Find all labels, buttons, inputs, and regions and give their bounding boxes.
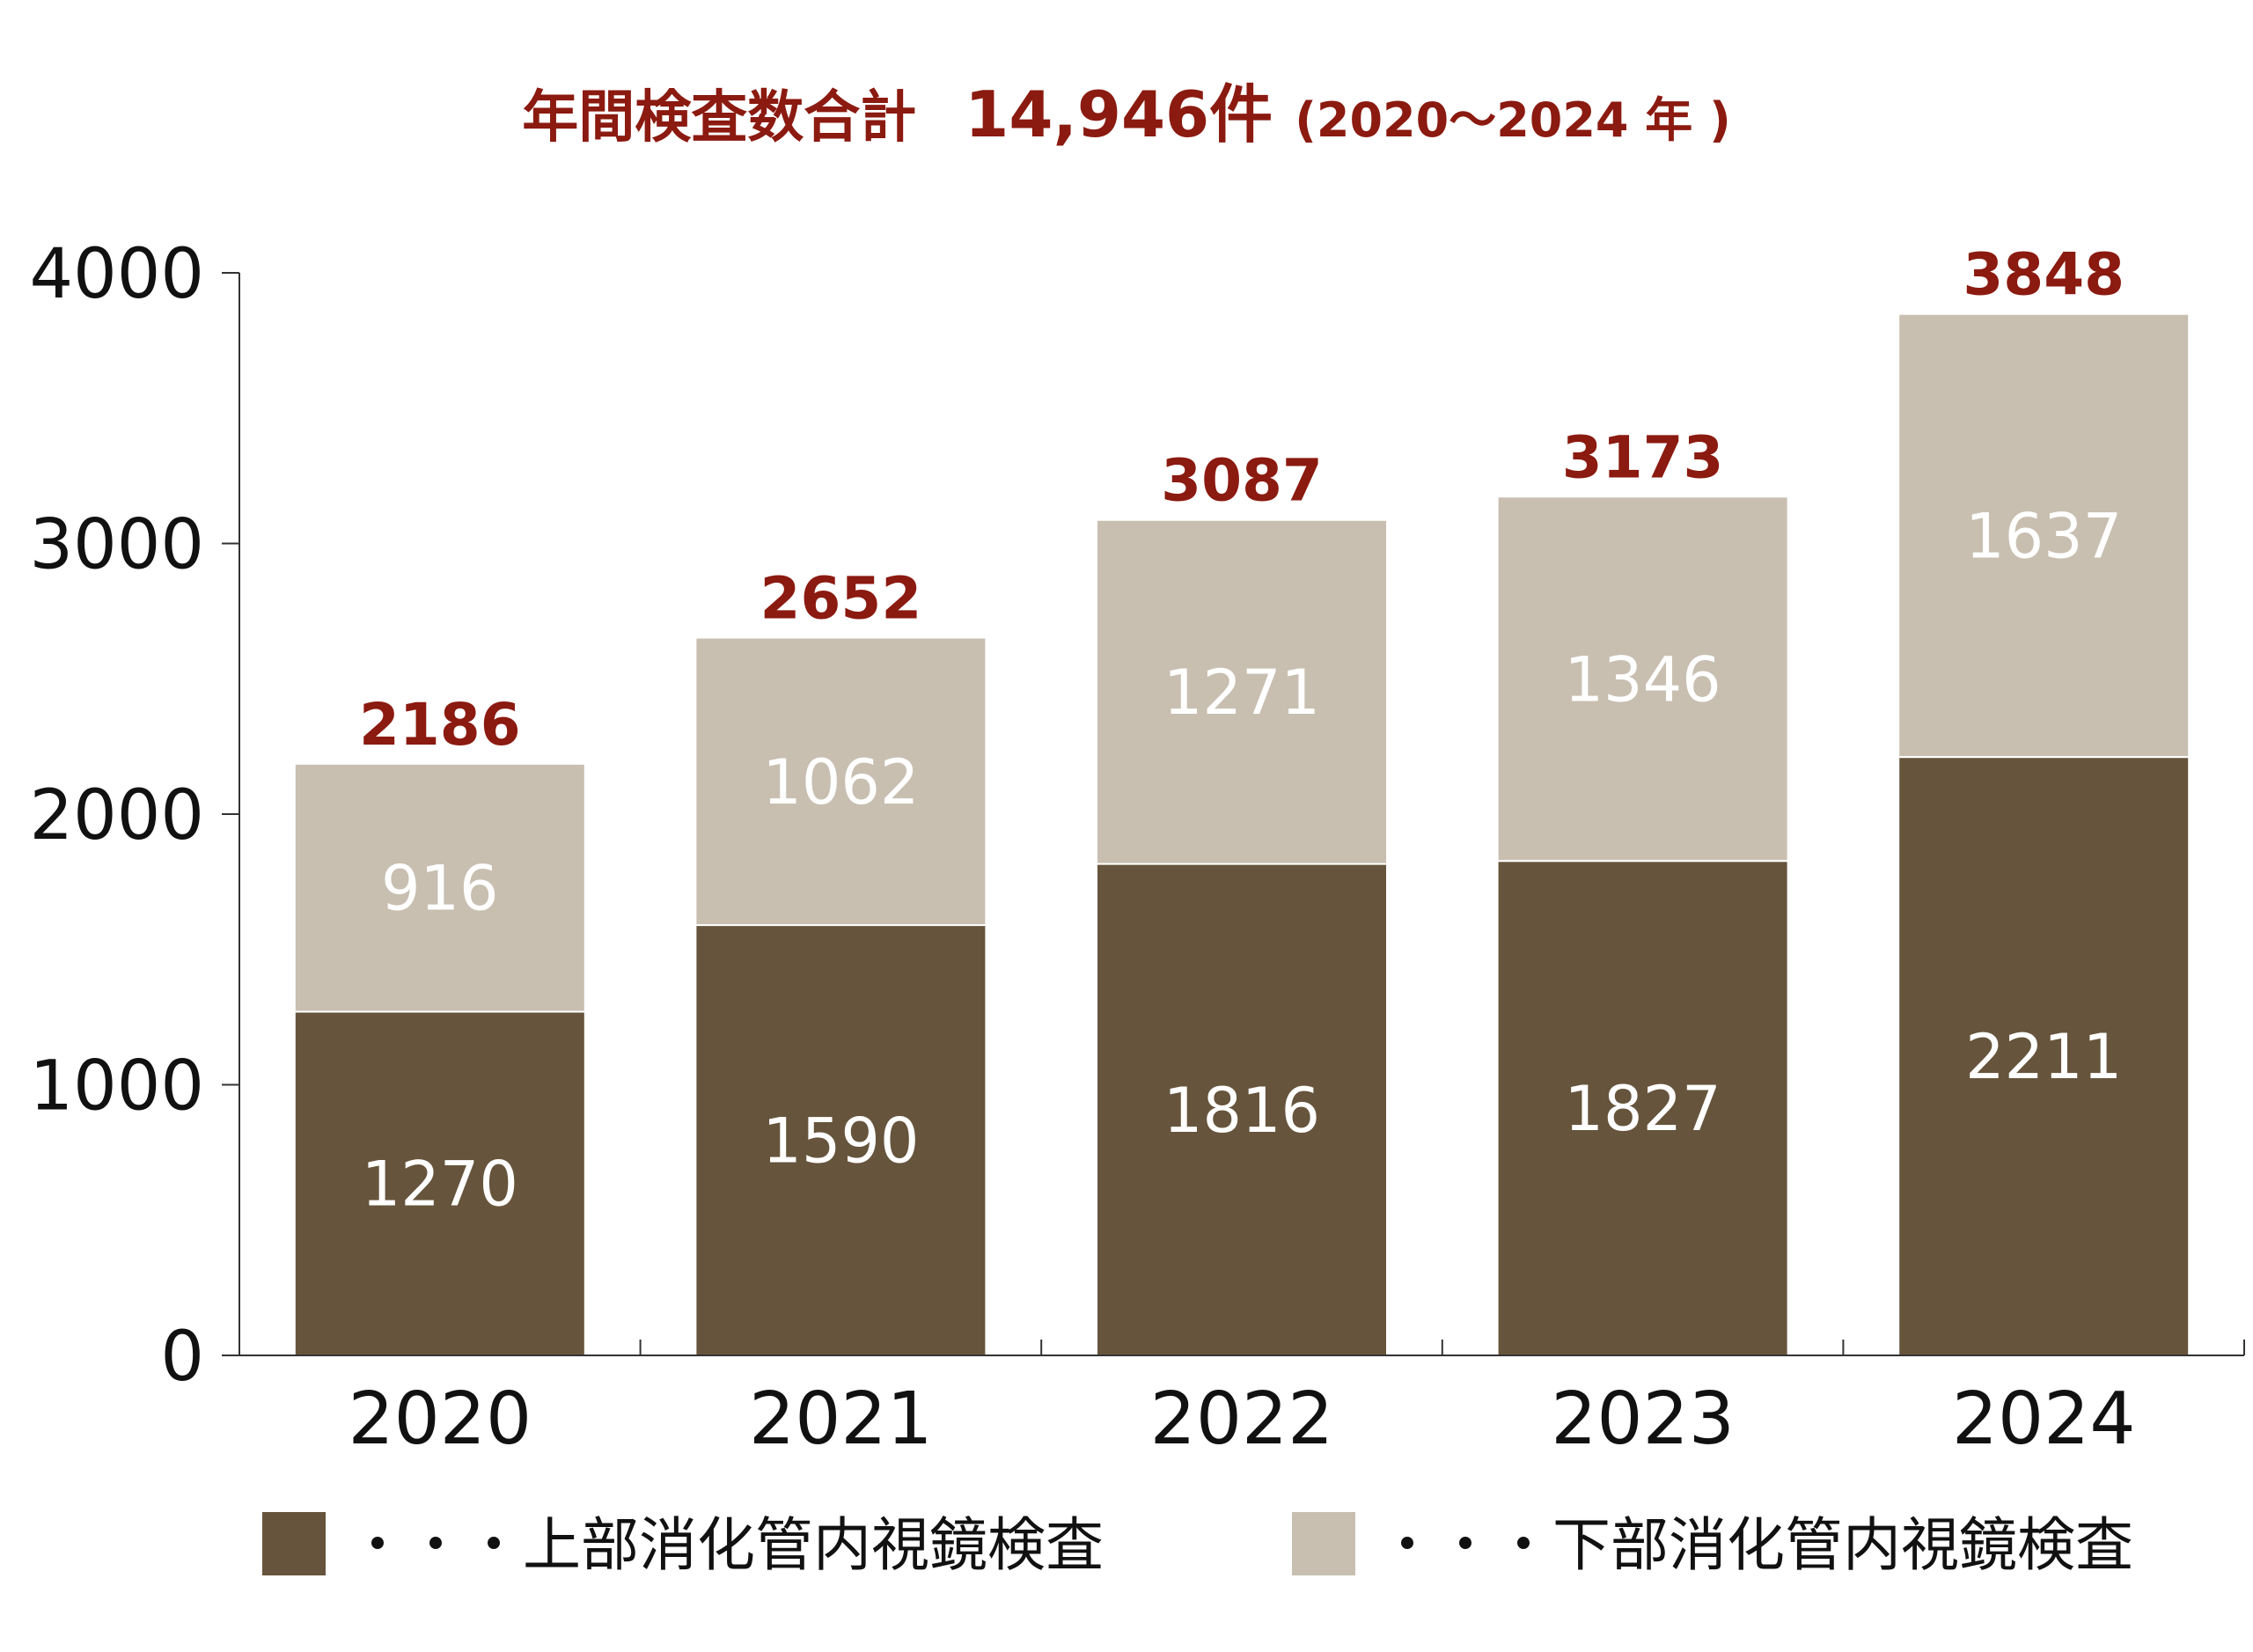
legend-swatch-lower-gi [1292, 1512, 1355, 1575]
data-label: 916 [381, 853, 499, 925]
legend-swatch-upper-gi [262, 1512, 326, 1575]
data-label: 1270 [362, 1149, 518, 1221]
chart-title-total: 14,946件 [965, 77, 1273, 151]
chart-title-period: (2020〜2024 年 ) [1295, 92, 1731, 148]
data-label: 2211 [1965, 1021, 2122, 1093]
x-tick-label: 2024 [1952, 1377, 2136, 1461]
legend-label-upper-gi: ・・・上部消化管内視鏡検査 [349, 1511, 1104, 1579]
total-label: 3087 [1161, 447, 1323, 515]
bar-segment-lower-gi [1496, 496, 1789, 863]
bar-segment-upper-gi [1096, 863, 1388, 1356]
x-tick-label: 2021 [749, 1377, 933, 1461]
data-label: 1346 [1565, 643, 1721, 716]
bar-segment-lower-gi [1897, 312, 2191, 759]
x-tick-label: 2022 [1150, 1377, 1334, 1461]
bar-segment-upper-gi [1496, 860, 1789, 1356]
chart-axes: 2020 2021 2022 2023 2024 0 1000 2000 3000 4000 [29, 235, 2245, 1461]
chart-legend: ・・・上部消化管内視鏡検査 ・・・下部消化管内視鏡検査 [262, 1511, 2133, 1579]
bar-segment-upper-gi [293, 1010, 586, 1356]
total-label: 2652 [760, 565, 922, 633]
bar-segment-lower-gi [293, 762, 586, 1013]
y-tick-label: 3000 [29, 506, 204, 585]
y-tick-label: 4000 [29, 235, 204, 314]
x-tick-label: 2020 [348, 1377, 532, 1461]
x-tick-label: 2023 [1551, 1377, 1735, 1461]
bar-segment-lower-gi [1096, 518, 1388, 865]
legend-label-lower-gi: ・・・下部消化管内視鏡検査 [1378, 1511, 2133, 1579]
data-label: 1271 [1163, 657, 1320, 729]
data-label: 1827 [1565, 1073, 1721, 1145]
data-label: 1062 [762, 746, 919, 819]
data-label: 1637 [1965, 500, 2122, 572]
chart-title-main: 年間検査数合計 [522, 85, 916, 151]
total-label: 3173 [1562, 423, 1724, 491]
data-label: 1816 [1163, 1075, 1320, 1147]
y-tick-label: 1000 [29, 1047, 204, 1127]
y-tick-label: 2000 [29, 776, 204, 855]
total-label: 3848 [1963, 241, 2125, 309]
y-tick-label: 0 [160, 1318, 204, 1397]
data-label: 1590 [762, 1105, 919, 1178]
bar-segment-lower-gi [694, 636, 987, 927]
chart-marks: 1270 916 2186 1590 1062 2652 1816 1271 3087 1827 1… [293, 241, 2191, 1356]
chart-title: 年間検査数合計 14,946件 (2020〜2024 年 ) [522, 77, 1731, 151]
total-label: 2186 [359, 691, 521, 759]
